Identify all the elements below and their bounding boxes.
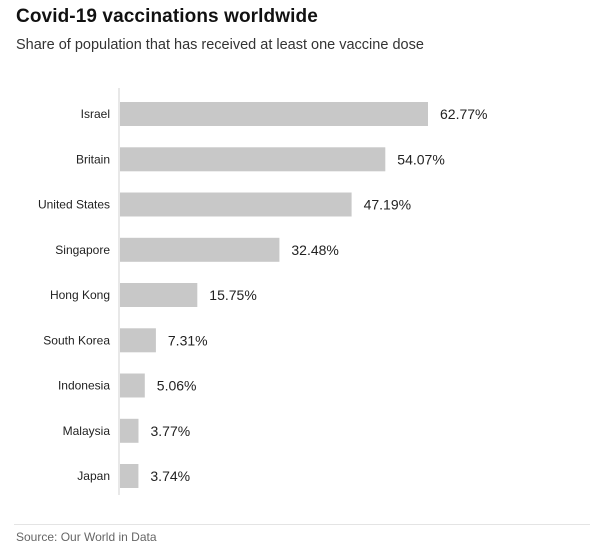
bar-united-states (120, 192, 352, 217)
bar-singapore (120, 237, 280, 262)
category-label-britain: Britain (76, 152, 110, 166)
bar-japan (120, 464, 139, 488)
value-label-hong-kong: 15.75% (209, 287, 256, 303)
value-labels-group: 62.77% 54.07% 47.19% 32.48% 15.75% 7.31% 5.06%… (150, 106, 487, 484)
value-label-britain: 54.07% (397, 151, 444, 167)
value-label-singapore: 32.48% (291, 242, 338, 258)
bars-group (120, 102, 428, 488)
bar-britain (120, 147, 386, 172)
source-note: Source: Our World in Data (16, 530, 157, 544)
category-label-united-states: United States (38, 198, 110, 212)
bar-israel (120, 102, 428, 126)
category-label-japan: Japan (77, 469, 110, 483)
value-label-indonesia: 5.06% (157, 378, 197, 394)
category-label-south-korea: South Korea (43, 333, 110, 347)
category-labels-group: Israel Britain United States Singapore Hong … (38, 107, 110, 483)
value-label-south-korea: 7.31% (168, 332, 208, 348)
category-label-singapore: Singapore (55, 243, 110, 257)
value-label-japan: 3.74% (150, 468, 190, 484)
category-label-israel: Israel (81, 107, 110, 121)
bar-hong-kong (120, 283, 198, 307)
footer-divider (14, 524, 590, 525)
category-label-indonesia: Indonesia (58, 379, 110, 393)
category-label-hong-kong: Hong Kong (50, 288, 110, 302)
chart-title: Covid-19 vaccinations worldwide (16, 6, 318, 27)
chart-subtitle: Share of population that has received at… (16, 37, 424, 53)
value-label-united-states: 47.19% (364, 197, 411, 213)
value-label-malaysia: 3.77% (151, 423, 191, 439)
value-label-israel: 62.77% (440, 106, 487, 122)
bar-south-korea (120, 328, 156, 353)
category-label-malaysia: Malaysia (63, 424, 111, 438)
bar-malaysia (120, 418, 139, 443)
bar-indonesia (120, 373, 145, 398)
